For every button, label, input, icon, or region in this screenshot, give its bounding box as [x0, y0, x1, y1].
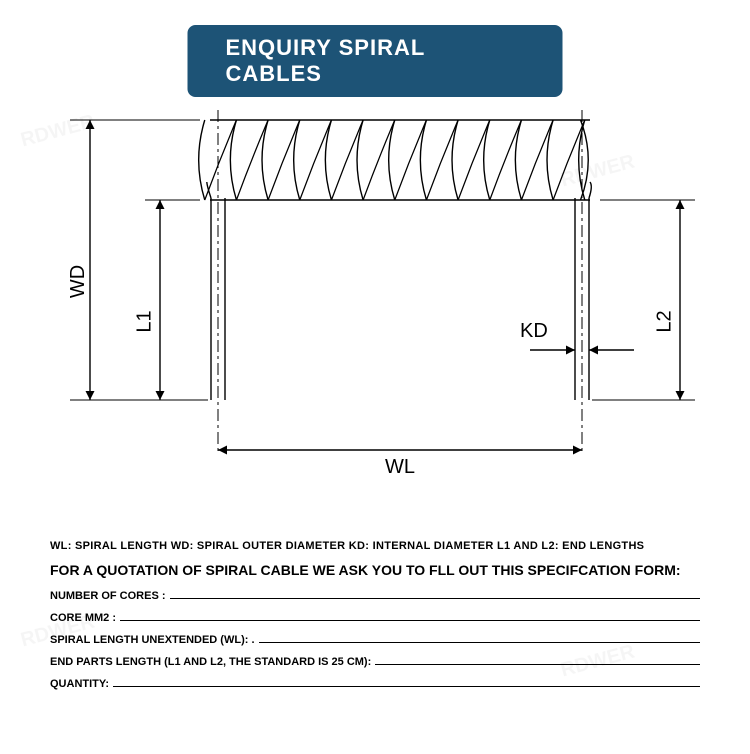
form-field-blank: [375, 654, 700, 665]
form-field-blank: [120, 610, 700, 621]
form-field: NUMBER OF CORES :: [50, 588, 700, 602]
instruction-text: FOR A QUOTATION OF SPIRAL CABLE WE ASK Y…: [50, 562, 700, 578]
dim-label-wd: WD: [67, 265, 90, 298]
page-title: ENQUIRY SPIRAL CABLES: [188, 25, 563, 97]
legend-text: WL: SPIRAL LENGTH WD: SPIRAL OUTER DIAME…: [50, 540, 700, 552]
form-field-blank: [259, 632, 700, 643]
form-field-label: NUMBER OF CORES :: [50, 590, 166, 602]
dim-label-l1: L1: [134, 310, 157, 332]
form-field-blank: [170, 588, 701, 599]
form-field-blank: [113, 676, 700, 687]
form-field: QUANTITY:: [50, 676, 700, 690]
form-field: SPIRAL LENGTH UNEXTENDED (WL): .: [50, 632, 700, 646]
caption-area: WL: SPIRAL LENGTH WD: SPIRAL OUTER DIAME…: [50, 540, 700, 698]
spiral-diagram: [0, 90, 750, 490]
dim-label-wl: WL: [385, 456, 415, 479]
form-field-label: SPIRAL LENGTH UNEXTENDED (WL): .: [50, 634, 255, 646]
dim-label-l2: L2: [654, 310, 677, 332]
form-field-label: CORE MM2 :: [50, 612, 116, 624]
form-field-label: END PARTS LENGTH (L1 AND L2, THE STANDAR…: [50, 656, 371, 668]
form-field: END PARTS LENGTH (L1 AND L2, THE STANDAR…: [50, 654, 700, 668]
form-field: CORE MM2 :: [50, 610, 700, 624]
dim-label-kd: KD: [520, 320, 548, 343]
form-field-label: QUANTITY:: [50, 678, 109, 690]
